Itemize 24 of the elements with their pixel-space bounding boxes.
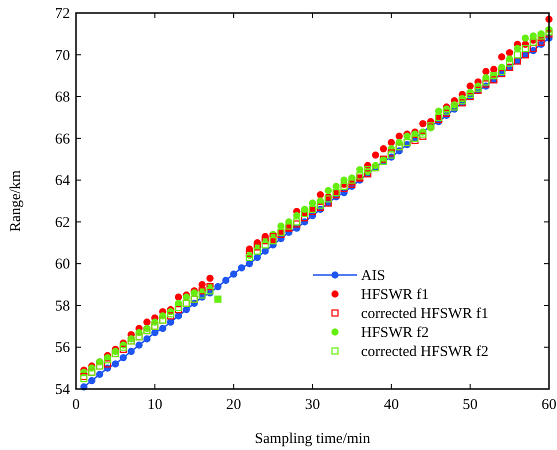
x-tick-label: 30	[305, 397, 320, 413]
y-tick-label: 60	[55, 256, 70, 273]
y-tick-label: 68	[55, 90, 70, 106]
legend-label: AIS	[361, 268, 386, 284]
y-tick-label: 56	[55, 340, 70, 356]
x-tick-label: 50	[462, 397, 478, 413]
x-tick-label: 60	[542, 397, 556, 413]
legend-label: HFSWR f1	[361, 287, 429, 303]
legend-label: HFSWR f2	[361, 325, 429, 341]
y-tick-label: 64	[55, 173, 70, 190]
y-tick-label: 58	[55, 298, 70, 314]
x-tick-label: 20	[226, 397, 242, 413]
y-axis-title: Range/km	[8, 170, 24, 232]
x-axis-title: Sampling time/min	[254, 431, 371, 447]
y-tick-label: 70	[55, 48, 70, 64]
legend-label: corrected HFSWR f1	[361, 306, 488, 322]
y-tick-label: 62	[55, 214, 70, 231]
x-tick-label: 10	[147, 397, 162, 413]
x-tick-label: 0	[72, 397, 80, 413]
y-tick-label: 66	[55, 131, 70, 148]
x-tick-label: 40	[384, 397, 399, 413]
legend-label: corrected HFSWR f2	[361, 344, 488, 360]
y-tick-label: 54	[55, 382, 70, 398]
y-tick-label: 72	[55, 6, 70, 22]
